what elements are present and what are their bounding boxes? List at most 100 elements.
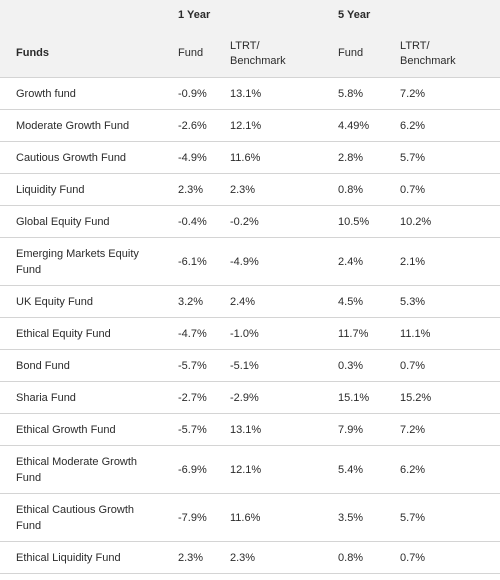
benchmark-label-line2: Benchmark: [230, 54, 286, 67]
table-row: Ethical Moderate Growth Fund -6.9% 12.1% 5.…: [0, 445, 500, 494]
one-year-benchmark-return: 2.4%: [222, 285, 333, 318]
table-row: Moderate Growth Fund -2.6% 12.1% 4.49% 6.2%: [0, 109, 500, 142]
table-row: Ethical Growth Fund -5.7% 13.1% 7.9% 7.2%: [0, 413, 500, 446]
fund-name: Ethical Moderate Growth Fund: [0, 445, 164, 494]
one-year-fund-return: -6.9%: [164, 445, 222, 494]
fund-name: Global Equity Fund: [0, 205, 164, 238]
fund-name: Moderate Growth Fund: [0, 109, 164, 142]
five-year-fund-return: 4.5%: [332, 285, 393, 318]
five-year-benchmark-return: 0.7%: [392, 173, 500, 206]
five-year-fund-return: 3.5%: [332, 493, 393, 542]
five-year-benchmark-return: 5.3%: [392, 285, 500, 318]
table-row: Cautious Growth Fund -4.9% 11.6% 2.8% 5.7%: [0, 141, 500, 174]
table-row: Emerging Markets Equity Fund -6.1% -4.9% 2.…: [0, 237, 500, 286]
five-year-fund-return: 0.8%: [332, 541, 393, 574]
one-year-benchmark-return: 2.3%: [222, 173, 333, 206]
table-row: Ethical Equity Fund -4.7% -1.0% 11.7% 11.1%: [0, 317, 500, 350]
one-year-fund-return: 2.3%: [164, 173, 222, 206]
one-year-fund-return: 3.2%: [164, 285, 222, 318]
one-year-benchmark-return: 12.1%: [222, 445, 333, 494]
one-year-fund-return: -6.1%: [164, 237, 222, 286]
table-row: Ethical Liquidity Fund 2.3% 2.3% 0.8% 0.7%: [0, 541, 500, 574]
five-year-benchmark-return: 7.2%: [392, 413, 500, 446]
benchmark-label-line1: LTRT/: [400, 39, 430, 52]
one-year-benchmark-return: 12.1%: [222, 109, 333, 142]
one-year-fund-return: -2.6%: [164, 109, 222, 142]
five-year-fund-return: 5.8%: [332, 77, 393, 110]
one-year-benchmark-return: -5.1%: [222, 349, 333, 382]
one-year-fund-return: -5.7%: [164, 349, 222, 382]
one-year-benchmark-return: -4.9%: [222, 237, 333, 286]
five-year-fund-return: 0.3%: [332, 349, 393, 382]
one-year-benchmark-return: -1.0%: [222, 317, 333, 350]
one-year-benchmark-return: 13.1%: [222, 413, 333, 446]
fund-name: UK Equity Fund: [0, 285, 164, 318]
five-year-benchmark-return: 0.7%: [392, 541, 500, 574]
table-row: Growth fund -0.9% 13.1% 5.8% 7.2%: [0, 77, 500, 110]
table-row: Bond Fund -5.7% -5.1% 0.3% 0.7%: [0, 349, 500, 382]
one-year-benchmark-return: 13.1%: [222, 77, 333, 110]
fund-name: Ethical Equity Fund: [0, 317, 164, 350]
five-year-fund-return: 10.5%: [332, 205, 393, 238]
period-header-1-year: 1 Year: [164, 0, 333, 30]
table-body: Growth fund -0.9% 13.1% 5.8% 7.2% Moderate G…: [0, 77, 500, 574]
column-header-funds: Funds: [0, 30, 164, 78]
table-row: UK Equity Fund 3.2% 2.4% 4.5% 5.3%: [0, 285, 500, 318]
fund-name: Ethical Cautious Growth Fund: [0, 493, 164, 542]
column-header-5y-benchmark: LTRT/Benchmark: [392, 30, 500, 78]
five-year-benchmark-return: 0.7%: [392, 349, 500, 382]
benchmark-label-line2: Benchmark: [400, 54, 456, 67]
one-year-fund-return: -7.9%: [164, 493, 222, 542]
five-year-fund-return: 0.8%: [332, 173, 393, 206]
one-year-benchmark-return: -0.2%: [222, 205, 333, 238]
five-year-fund-return: 2.8%: [332, 141, 393, 174]
one-year-fund-return: -0.4%: [164, 205, 222, 238]
fund-name: Ethical Growth Fund: [0, 413, 164, 446]
one-year-fund-return: -4.7%: [164, 317, 222, 350]
five-year-benchmark-return: 7.2%: [392, 77, 500, 110]
five-year-benchmark-return: 5.7%: [392, 141, 500, 174]
five-year-benchmark-return: 11.1%: [392, 317, 500, 350]
one-year-fund-return: -2.7%: [164, 381, 222, 414]
five-year-benchmark-return: 6.2%: [392, 445, 500, 494]
period-header-5-year: 5 Year: [332, 0, 500, 30]
one-year-benchmark-return: -2.9%: [222, 381, 333, 414]
five-year-fund-return: 2.4%: [332, 237, 393, 286]
period-header-spacer: [0, 0, 164, 30]
five-year-fund-return: 4.49%: [332, 109, 393, 142]
column-header-row: Funds Fund LTRT/Benchmark Fund LTRT/Benc…: [0, 30, 500, 78]
column-header-1y-fund: Fund: [164, 30, 222, 78]
column-header-1y-benchmark: LTRT/Benchmark: [222, 30, 333, 78]
one-year-fund-return: -0.9%: [164, 77, 222, 110]
five-year-fund-return: 5.4%: [332, 445, 393, 494]
five-year-benchmark-return: 10.2%: [392, 205, 500, 238]
five-year-benchmark-return: 2.1%: [392, 237, 500, 286]
fund-name: Emerging Markets Equity Fund: [0, 237, 164, 286]
one-year-fund-return: 2.3%: [164, 541, 222, 574]
one-year-benchmark-return: 11.6%: [222, 141, 333, 174]
fund-name: Liquidity Fund: [0, 173, 164, 206]
fund-name: Growth fund: [0, 77, 164, 110]
five-year-fund-return: 11.7%: [332, 317, 393, 350]
table-row: Ethical Cautious Growth Fund -7.9% 11.6% 3.…: [0, 493, 500, 542]
five-year-fund-return: 7.9%: [332, 413, 393, 446]
table-row: Global Equity Fund -0.4% -0.2% 10.5% 10.2%: [0, 205, 500, 238]
fund-name: Bond Fund: [0, 349, 164, 382]
fund-name: Ethical Liquidity Fund: [0, 541, 164, 574]
table-row: Liquidity Fund 2.3% 2.3% 0.8% 0.7%: [0, 173, 500, 206]
five-year-fund-return: 15.1%: [332, 381, 393, 414]
one-year-fund-return: -4.9%: [164, 141, 222, 174]
one-year-benchmark-return: 11.6%: [222, 493, 333, 542]
fund-name: Cautious Growth Fund: [0, 141, 164, 174]
period-header-row: 1 Year 5 Year: [0, 0, 500, 30]
five-year-benchmark-return: 5.7%: [392, 493, 500, 542]
fund-name: Sharia Fund: [0, 381, 164, 414]
five-year-benchmark-return: 6.2%: [392, 109, 500, 142]
column-header-5y-fund: Fund: [332, 30, 393, 78]
one-year-fund-return: -5.7%: [164, 413, 222, 446]
five-year-benchmark-return: 15.2%: [392, 381, 500, 414]
table-header: 1 Year 5 Year Funds Fund LTRT/Benchmark …: [0, 0, 500, 78]
table-row: Sharia Fund -2.7% -2.9% 15.1% 15.2%: [0, 381, 500, 414]
one-year-benchmark-return: 2.3%: [222, 541, 333, 574]
